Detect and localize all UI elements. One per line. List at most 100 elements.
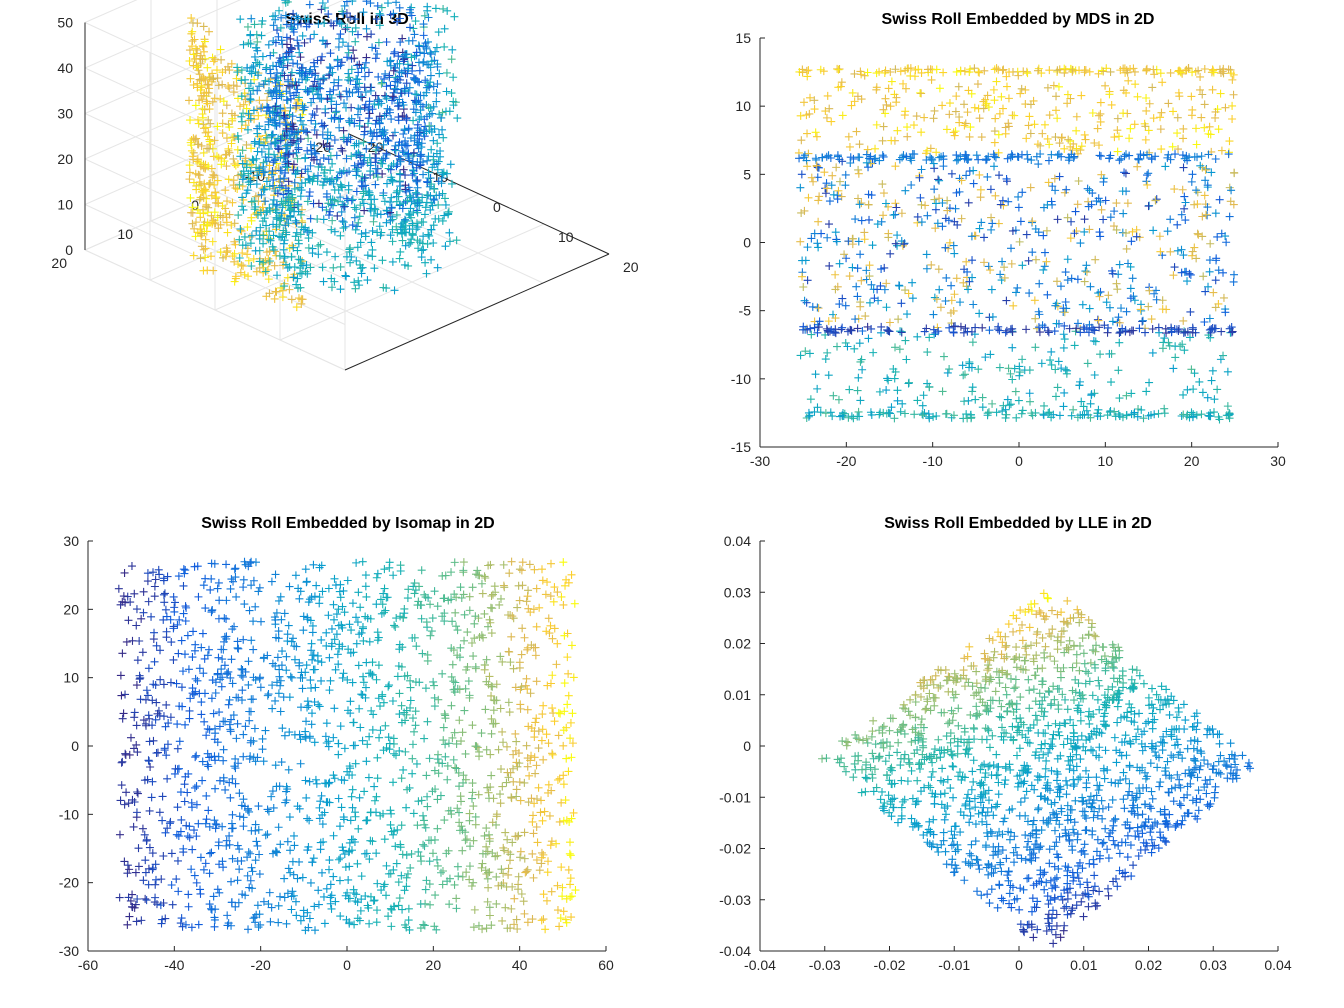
roll3d-point	[422, 198, 431, 207]
isomap-point	[204, 806, 213, 815]
roll3d-point	[192, 134, 201, 143]
mds-point	[1142, 106, 1151, 115]
mds-point	[795, 154, 804, 163]
roll3d-point	[402, 187, 411, 196]
roll3d-point	[402, 79, 411, 88]
mds-point	[1179, 124, 1188, 133]
isomap-point	[505, 708, 514, 717]
isomap-point	[145, 806, 154, 815]
mds-point	[1163, 227, 1172, 236]
mds-point	[1025, 389, 1034, 398]
mds-point	[1127, 410, 1136, 419]
mds-point	[1069, 405, 1078, 414]
mds-point	[995, 109, 1004, 118]
mds-point	[1008, 327, 1017, 336]
roll3d-point	[315, 94, 324, 103]
mds-point	[1094, 316, 1103, 325]
mds-point	[900, 111, 909, 120]
isomap-point	[403, 869, 412, 878]
isomap-point	[288, 634, 297, 643]
mds-point	[832, 237, 841, 246]
isomap-point	[133, 656, 142, 665]
isomap-point	[535, 603, 544, 612]
isomap-point	[525, 560, 534, 569]
roll3d-point	[392, 0, 401, 7]
mds-point	[837, 192, 846, 201]
roll3d-point	[199, 245, 208, 254]
roll3d-point	[354, 218, 363, 227]
mds-point	[1035, 279, 1044, 288]
roll3d-point	[243, 223, 252, 232]
mds-point	[1160, 404, 1169, 413]
roll3d-point	[373, 209, 382, 218]
mds-point	[1183, 410, 1192, 419]
mds-point	[852, 127, 861, 136]
mds-point	[838, 294, 847, 303]
mds-point	[1167, 327, 1176, 336]
roll3d-point	[303, 87, 312, 96]
isomap-point	[260, 653, 269, 662]
mds-point	[811, 370, 820, 379]
roll3d-point	[432, 88, 441, 97]
mds-point	[1219, 351, 1228, 360]
roll3d-point	[300, 38, 309, 47]
isomap-point	[449, 755, 458, 764]
roll3d-point	[381, 69, 390, 78]
roll3d-point	[231, 240, 240, 249]
mds-point	[1083, 359, 1092, 368]
roll3d-point	[308, 228, 317, 237]
isomap-point	[535, 866, 544, 875]
mds-point	[1026, 397, 1035, 406]
roll3d-point	[299, 225, 308, 234]
roll3d-point	[238, 193, 247, 202]
mds-point	[1119, 109, 1128, 118]
mds-point	[967, 232, 976, 241]
mds-point	[951, 127, 960, 136]
isomap-point	[152, 900, 161, 909]
mds-point	[806, 93, 815, 102]
mds-point	[941, 243, 950, 252]
mds-point	[1001, 413, 1010, 422]
isomap-point	[374, 633, 383, 642]
mds-point	[968, 387, 977, 396]
x-tick-label: -60	[78, 957, 98, 973]
roll3d-point	[216, 220, 225, 229]
mds-point	[867, 280, 876, 289]
roll3d-point	[423, 156, 432, 165]
isomap-point	[310, 738, 319, 747]
roll3d-point	[343, 92, 352, 101]
isomap-point	[518, 624, 527, 633]
roll3d-point	[439, 4, 448, 13]
roll3d-point	[330, 227, 339, 236]
mds-point	[825, 220, 834, 229]
roll3d-point	[231, 161, 240, 170]
mds-point	[800, 296, 809, 305]
isomap-point	[136, 695, 145, 704]
mds-point	[1112, 279, 1121, 288]
mds-point	[1078, 411, 1087, 420]
isomap-point	[218, 822, 227, 831]
mds-point	[1208, 366, 1217, 375]
roll3d-point	[385, 105, 394, 114]
roll3d-point	[435, 191, 444, 200]
isomap-point	[198, 776, 207, 785]
y-tick-label: 5	[743, 166, 751, 182]
isomap-point	[255, 910, 264, 919]
isomap-point	[302, 793, 311, 802]
roll3d-point	[273, 144, 282, 153]
isomap-point	[522, 741, 531, 750]
roll3d-point	[284, 192, 293, 201]
isomap-point	[274, 823, 283, 832]
roll3d-point	[408, 61, 417, 70]
isomap-point	[176, 827, 185, 836]
mds-point	[1176, 68, 1185, 77]
roll3d-point	[204, 115, 213, 124]
isomap-point	[227, 898, 236, 907]
mds-point	[845, 385, 854, 394]
isomap-point	[485, 837, 494, 846]
isomap-point	[315, 563, 324, 572]
roll3d-point	[206, 252, 215, 261]
mds-point	[1149, 65, 1158, 74]
mds-point	[804, 193, 813, 202]
roll3d-point	[301, 85, 310, 94]
